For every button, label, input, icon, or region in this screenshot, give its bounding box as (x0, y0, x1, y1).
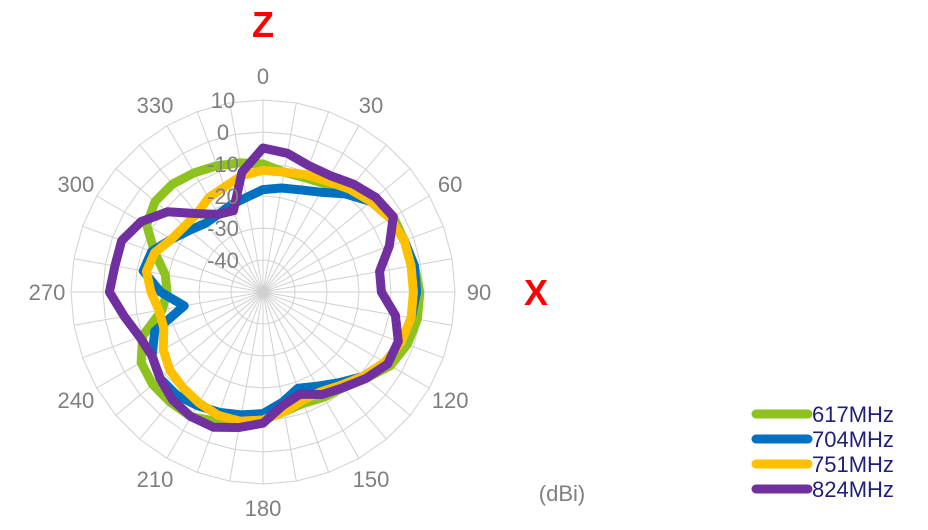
radial-tick--40: -40 (207, 248, 239, 273)
grid-spoke-6 (262, 195, 430, 293)
grid-spoke-3 (262, 125, 360, 293)
grid-spoke-11 (262, 291, 444, 359)
grid-spoke-26 (73, 291, 264, 326)
grid-spoke-20 (196, 291, 264, 473)
angle-tick-120: 120 (432, 388, 469, 413)
grid-spoke-24 (96, 291, 264, 389)
legend-label-617MHz: 617MHz (812, 402, 894, 427)
grid-spoke-14 (262, 291, 387, 440)
grid-spoke-22 (139, 291, 264, 440)
angle-tick-180: 180 (245, 496, 282, 521)
series-layer (104, 143, 425, 432)
grid-spoke-7 (262, 225, 444, 293)
grid-spoke-17 (262, 291, 297, 482)
grid-spoke-29 (82, 225, 264, 293)
angle-tick-90: 90 (467, 280, 491, 305)
polar-grid (70, 99, 456, 485)
grid-spoke-1 (262, 102, 297, 293)
angle-tick-300: 300 (58, 172, 95, 197)
grid-spoke-5 (262, 168, 411, 293)
radial-tick-0: 0 (217, 120, 229, 145)
grid-spoke-32 (139, 144, 264, 293)
legend-label-824MHz: 824MHz (812, 477, 894, 502)
z-axis-label: Z (252, 4, 274, 45)
grid-spoke-12 (262, 291, 430, 389)
grid-spoke-25 (82, 291, 264, 359)
grid-spoke-15 (262, 291, 360, 459)
angle-tick-270: 270 (29, 280, 66, 305)
grid-spoke-13 (262, 291, 411, 416)
tick-layer: 0 30 60 90 120 150 180 210 240 270 300 330 10 0 -10 -20… (29, 64, 492, 521)
grid-spoke-23 (115, 291, 264, 416)
angle-tick-210: 210 (137, 467, 174, 492)
unit-label: (dBi) (539, 481, 585, 506)
grid-spoke-33 (166, 125, 264, 293)
angle-tick-330: 330 (137, 93, 174, 118)
grid-spoke-30 (96, 195, 264, 293)
grid-spoke-4 (262, 144, 387, 293)
radial-tick-10: 10 (211, 88, 235, 113)
angle-tick-0: 0 (257, 64, 269, 89)
angle-tick-60: 60 (438, 172, 462, 197)
radial-tick--20: -20 (207, 184, 239, 209)
radial-tick--30: -30 (207, 216, 239, 241)
radial-tick--10: -10 (207, 152, 239, 177)
angle-tick-240: 240 (58, 388, 95, 413)
grid-spoke-21 (166, 291, 264, 459)
grid-spoke-2 (262, 111, 330, 293)
angle-tick-30: 30 (359, 93, 383, 118)
legend-label-751MHz: 751MHz (812, 452, 894, 477)
x-axis-label: X (524, 272, 548, 313)
series-line-824MHz (104, 143, 403, 432)
grid-spoke-8 (262, 258, 453, 293)
legend-label-704MHz: 704MHz (812, 427, 894, 452)
angle-tick-150: 150 (353, 467, 390, 492)
grid-spoke-16 (262, 291, 330, 473)
grid-spoke-19 (229, 291, 264, 482)
